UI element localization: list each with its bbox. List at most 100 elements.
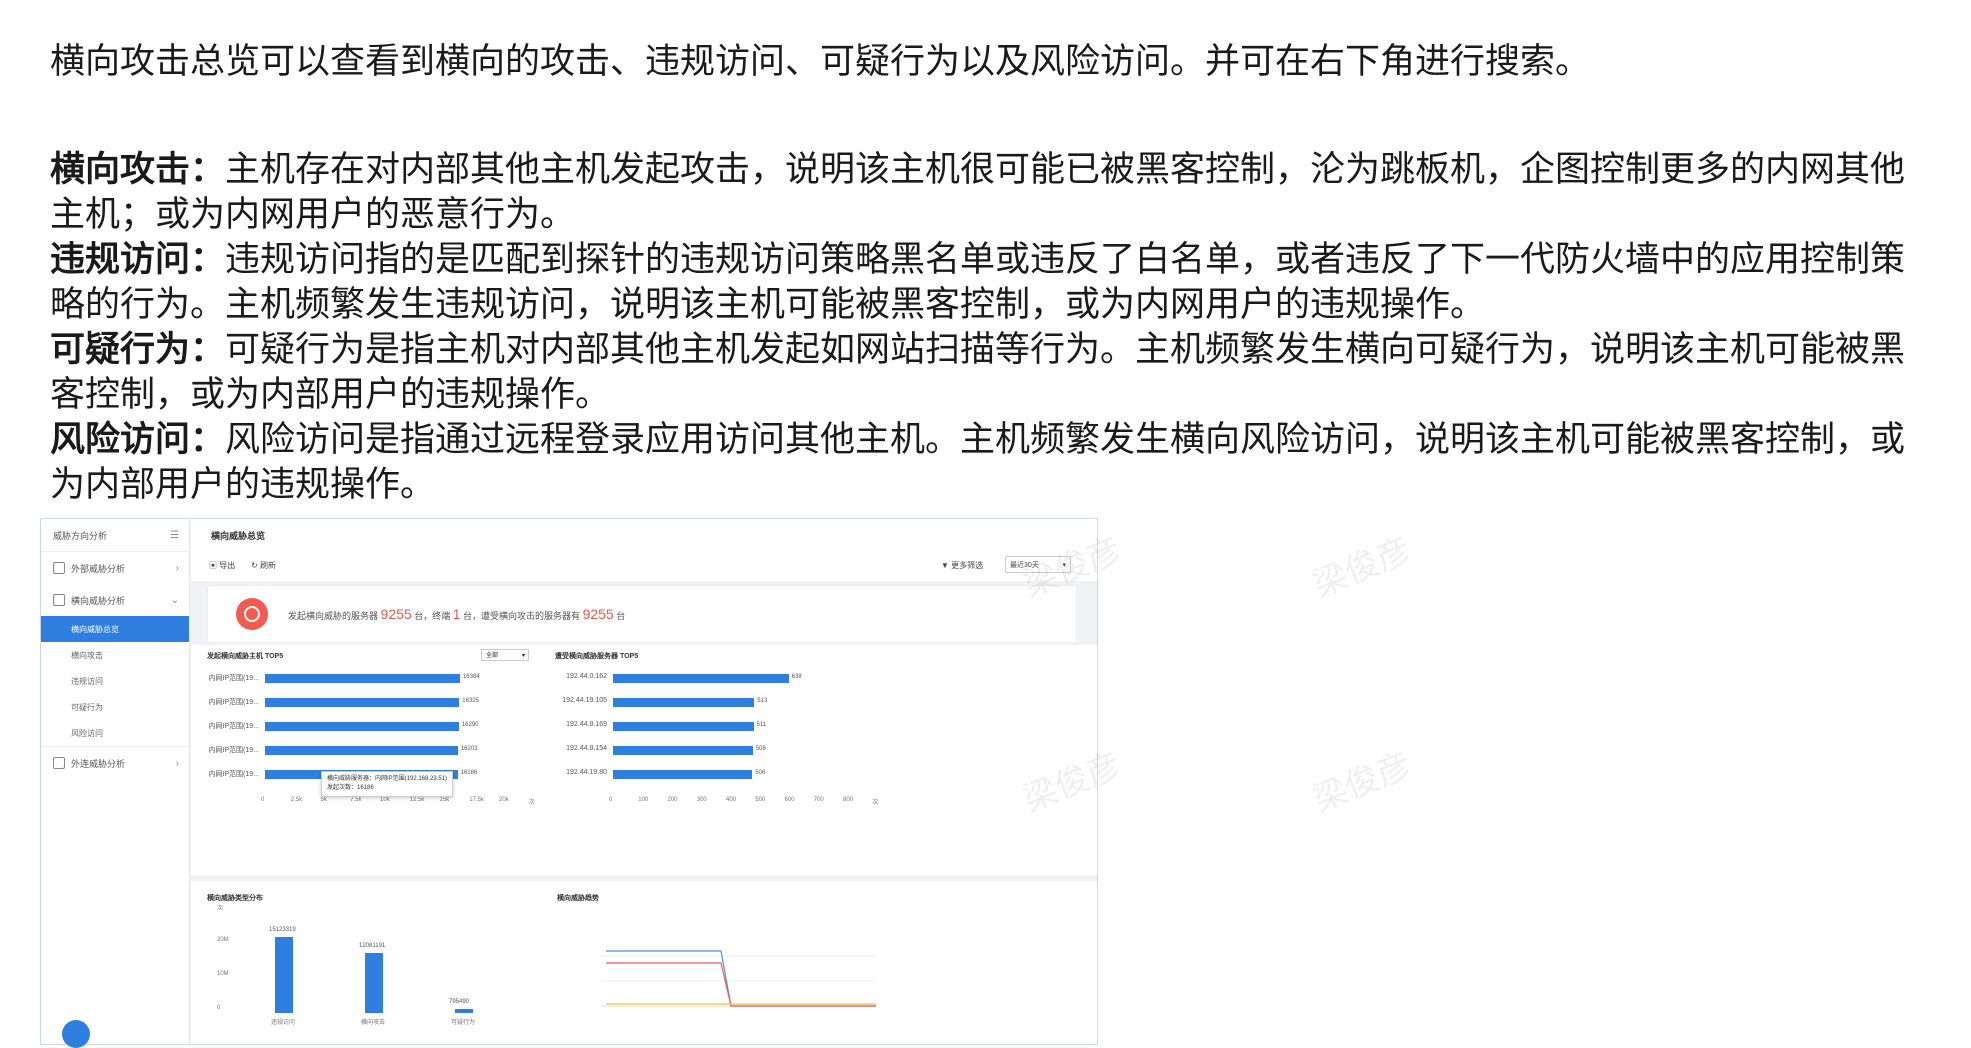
bottom-left-title: 横向威胁类型分布 [207,895,263,902]
axis-tick-label: 可疑行为 [451,1020,476,1026]
bar-label: 192.44.19.80 [566,769,607,776]
definition-item: 风险访问：风险访问是指通过远程登录应用访问其他主机。主机频繁发生横向风险访问，说… [50,418,1920,508]
axis-tick-label: 次 [872,800,879,806]
sidebar-subitem-attack[interactable]: 横向攻击 [71,650,103,660]
target-icon [236,598,268,630]
bar-value: 16186 [460,770,478,776]
axis-tick-label: 400 [726,797,737,803]
axis-tick-label: 次 [217,906,224,912]
bar [265,674,460,683]
axis-tick-label: 横向攻击 [361,1020,386,1026]
right-chart-title: 遭受横向威胁服务器 TOP5 [555,653,639,660]
chevron-down-icon: ⌄ [170,594,179,606]
trend-series-line [606,962,876,1007]
axis-tick-label: 600 [784,797,795,803]
sidebar-subitem-risk[interactable]: 风险访问 [71,728,103,738]
axis-tick-label: 20k [499,797,509,803]
axis-tick-label: 300 [696,797,707,803]
trend-series-line [606,950,876,1007]
bookmark-button[interactable] [62,1020,90,1048]
chart-filter-value: 全部 [486,653,499,659]
bar [265,746,458,755]
top-bar: 横向威胁总览 [191,519,1097,550]
definition-separator: ： [190,330,226,370]
axis-tick-label: 200 [667,797,678,803]
bar-value: 16325 [462,698,479,704]
bar [613,770,753,779]
bar [275,937,293,1013]
definition-term: 可疑行为 [50,330,191,370]
bar [613,698,755,707]
sidebar-subitem-suspicious[interactable]: 可疑行为 [71,702,103,712]
refresh-label: 刷新 [259,561,276,570]
tooltip-line: 发起次数：16186 [327,785,374,791]
summary-number: 9255 [380,606,412,622]
axis-tick-label: 17.5k [469,797,484,803]
bar [365,952,383,1013]
sidebar-item-external[interactable]: 外部威胁分析 › [41,552,189,584]
definition-term: 横向攻击 [50,150,191,190]
export-button[interactable]: ▣ 导出 [209,561,236,570]
top-charts-panel: 发起横向威胁主机 TOP5 全部 ▾ 遭受横向威胁服务器 TOP5 内网IP范围(… [191,645,1097,875]
sidebar-subitem-overview[interactable]: 横向威胁总览 [41,616,189,642]
sidebar-subitem-violation[interactable]: 违规访问 [71,676,103,686]
bar-label: 192.44.19.105 [562,697,607,704]
bar-value: 16203 [460,746,478,752]
chart-filter-select[interactable]: 全部 ▾ [481,649,529,661]
embedded-screenshot: 威胁方向分析 ☰ 外部威胁分析 › 横向威胁分析 ⌄ 横向威胁总览 横向攻击 违规访问… [40,518,1098,1045]
collapse-icon[interactable]: ☰ [170,529,179,541]
bar-value: 513 [757,698,768,704]
summary-part: 台，终端 [414,611,451,621]
bar-label: 内网IP范围(19... [208,699,259,706]
axis-tick-label: 500 [755,797,766,803]
axis-tick-label: 0 [261,797,265,803]
bar [613,722,754,731]
bar-label: 192.44.9.154 [566,745,607,752]
summary-card: 发起横向威胁的服务器 9255 台，终端 1 台，遭受横向攻击的服务器有 925… [207,585,1077,643]
grid-icon [53,594,65,606]
toolbar: ▣ 导出 ↻ 刷新 ▼ 更多筛选 最近30天 ▾ [191,549,1097,581]
sidebar-item-outbound[interactable]: 外连威胁分析 › [41,746,189,779]
more-filter-button[interactable]: ▼ 更多筛选 [941,561,984,570]
watermark: 梁俊彦 [1307,745,1418,821]
definition-text: 违规访问指的是匹配到探针的违规访问策略黑名单或违反了白名单，或者违反了下一代防火… [50,240,1906,325]
bar-value: 638 [791,674,802,680]
bar-value: 511 [756,722,767,728]
bar-value: 506 [755,770,766,776]
axis-tick-label: 0 [217,1005,221,1011]
axis-tick-label: 12.5k [409,797,425,803]
bar [613,746,753,755]
summary-number: 9255 [582,606,614,622]
axis-tick-label: 违规访问 [271,1020,296,1026]
bar [265,698,460,707]
chevron-right-icon: › [175,562,179,574]
summary-part: 发起横向威胁的服务器 [288,611,379,621]
definition-text: 主机存在对内部其他主机发起攻击，说明该主机很可能已被黑客控制，沦为跳板机，企图控… [50,150,1906,235]
axis-tick-label: 15k [439,797,450,803]
bar-label: 内网IP范围(19... [208,747,259,754]
axis-tick-label: 10k [380,797,390,803]
bar-label: 内网IP范围(19... [208,771,259,778]
bar-value: 508 [755,746,766,752]
sidebar: 威胁方向分析 ☰ 外部威胁分析 › 横向威胁分析 ⌄ 横向威胁总览 横向攻击 违规访问… [41,519,190,1044]
bar-value: 12081191 [359,942,386,949]
sidebar-header-label: 威胁方向分析 [53,530,108,541]
bar [265,722,459,731]
definition-term: 风险访问 [50,420,191,460]
tooltip-line: 横向威胁服务器：内网IP范围(192.168.23.51) [327,776,448,782]
axis-tick-label: 7.5k [350,797,362,803]
axis-tick-label: 800 [843,797,854,803]
bar-label: 内网IP范围(19... [208,723,259,730]
sidebar-item-label: 横向威胁分析 [71,595,126,606]
axis-tick-label: 0 [609,797,613,803]
axis-tick-label: 2.5k [290,797,303,803]
sidebar-item-lateral[interactable]: 横向威胁分析 ⌄ [41,584,189,616]
chevron-down-icon: ▾ [521,653,525,659]
watermark: 梁俊彦 [1307,530,1418,606]
refresh-button[interactable]: ↻ 刷新 [251,561,276,570]
summary-number: 1 [452,606,461,622]
time-range-select[interactable]: 最近30天 ▾ [1005,556,1071,573]
bar-value: 16290 [461,722,479,728]
summary-text: 发起横向威胁的服务器 9255 台，终端 1 台，遭受横向攻击的服务器有 925… [288,606,625,622]
sidebar-item-label: 外部威胁分析 [71,563,126,574]
